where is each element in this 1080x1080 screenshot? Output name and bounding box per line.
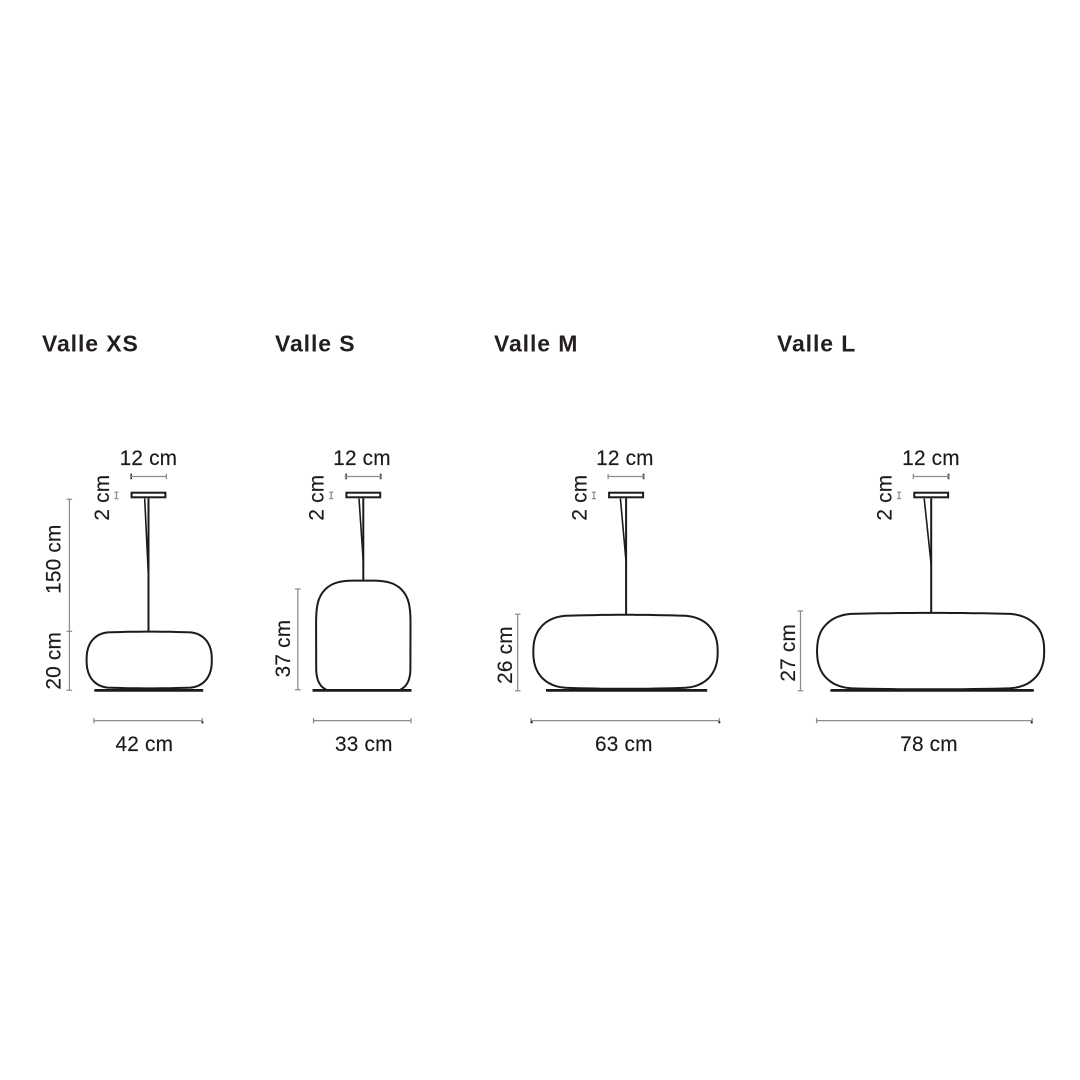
- svg-text:27 cm: 27 cm: [777, 624, 800, 682]
- svg-text:Valle M: Valle M: [494, 331, 578, 357]
- svg-text:78 cm: 78 cm: [900, 733, 958, 756]
- svg-text:2 cm: 2 cm: [306, 475, 329, 521]
- svg-text:2 cm: 2 cm: [568, 475, 591, 521]
- svg-text:37 cm: 37 cm: [272, 620, 295, 678]
- svg-text:42 cm: 42 cm: [115, 733, 173, 756]
- svg-text:2 cm: 2 cm: [874, 475, 897, 521]
- svg-text:12 cm: 12 cm: [333, 447, 391, 470]
- svg-text:Valle S: Valle S: [275, 331, 355, 357]
- svg-text:33 cm: 33 cm: [335, 733, 393, 756]
- svg-text:2 cm: 2 cm: [91, 475, 114, 521]
- svg-text:63 cm: 63 cm: [595, 733, 653, 756]
- svg-text:Valle XS: Valle XS: [42, 331, 139, 357]
- svg-text:20 cm: 20 cm: [42, 632, 65, 690]
- svg-text:26 cm: 26 cm: [494, 626, 517, 684]
- svg-text:12 cm: 12 cm: [596, 447, 654, 470]
- svg-text:Valle L: Valle L: [777, 331, 856, 357]
- svg-text:150 cm: 150 cm: [42, 524, 65, 593]
- svg-text:12 cm: 12 cm: [902, 447, 960, 470]
- svg-text:12 cm: 12 cm: [120, 447, 178, 470]
